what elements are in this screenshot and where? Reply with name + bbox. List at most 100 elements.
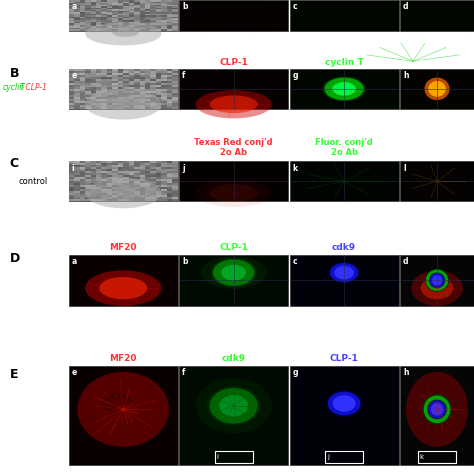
Bar — [101, 73, 107, 75]
Bar — [161, 0, 167, 1]
Bar — [167, 161, 172, 163]
Text: a: a — [72, 2, 77, 11]
Bar — [139, 6, 145, 8]
Bar — [134, 87, 140, 89]
Bar — [118, 69, 123, 71]
Bar — [123, 26, 128, 27]
Ellipse shape — [328, 262, 360, 283]
Bar — [173, 25, 178, 26]
Bar — [107, 12, 112, 14]
Bar — [101, 183, 107, 185]
Bar — [173, 101, 178, 103]
Bar — [85, 14, 91, 15]
Bar — [173, 83, 178, 85]
Bar — [107, 175, 112, 177]
Bar — [128, 73, 134, 75]
Bar — [134, 173, 140, 175]
Bar — [151, 190, 156, 191]
Bar — [167, 29, 172, 31]
Bar — [139, 18, 145, 20]
Bar — [173, 183, 178, 185]
Bar — [151, 175, 156, 177]
Ellipse shape — [325, 78, 364, 100]
Bar — [173, 73, 178, 75]
Bar — [80, 191, 85, 193]
Bar — [151, 93, 156, 95]
Bar — [128, 14, 134, 15]
Bar — [151, 79, 156, 81]
Bar — [134, 101, 140, 103]
Bar — [101, 179, 107, 182]
Bar — [107, 173, 112, 175]
Bar — [123, 20, 128, 22]
Bar — [151, 200, 156, 201]
Bar — [134, 25, 140, 26]
Bar — [173, 15, 178, 17]
Bar — [139, 5, 145, 6]
Bar — [161, 21, 167, 23]
Bar — [85, 71, 91, 73]
Bar — [128, 169, 134, 171]
Bar — [118, 165, 123, 167]
Bar — [96, 163, 101, 165]
Bar — [128, 161, 134, 163]
Ellipse shape — [429, 273, 445, 287]
Ellipse shape — [424, 395, 450, 423]
Bar — [161, 18, 167, 20]
Bar — [69, 23, 74, 25]
Bar — [112, 87, 118, 89]
Bar — [156, 81, 161, 83]
Bar — [112, 97, 118, 99]
Bar — [69, 190, 74, 191]
Ellipse shape — [333, 395, 356, 412]
Bar — [167, 198, 172, 200]
Bar — [145, 71, 151, 73]
Bar — [112, 190, 118, 191]
Bar — [173, 171, 178, 173]
Bar — [139, 163, 145, 165]
Bar — [173, 169, 178, 171]
Bar — [161, 161, 167, 163]
Bar — [134, 183, 140, 185]
Bar — [74, 187, 80, 190]
Bar — [85, 177, 91, 179]
Bar — [156, 169, 161, 171]
Bar — [128, 75, 134, 77]
Bar — [134, 91, 140, 93]
Bar — [161, 81, 167, 83]
Bar — [167, 165, 172, 167]
Bar — [156, 71, 161, 73]
Bar — [145, 175, 151, 177]
Bar — [139, 11, 145, 12]
Bar — [101, 105, 107, 107]
Ellipse shape — [85, 89, 161, 119]
Bar — [139, 97, 145, 99]
Bar — [151, 107, 156, 109]
Bar — [151, 83, 156, 85]
Bar — [173, 167, 178, 169]
Bar — [118, 14, 123, 15]
Bar — [69, 14, 74, 15]
Bar — [96, 91, 101, 93]
Text: DIC: DIC — [115, 58, 132, 67]
Bar — [173, 99, 178, 101]
Bar — [91, 12, 96, 14]
Bar — [151, 163, 156, 165]
Bar — [69, 105, 74, 107]
Bar — [167, 11, 172, 12]
Bar — [139, 3, 145, 5]
Bar — [91, 11, 96, 12]
Bar — [145, 89, 151, 91]
Text: b: b — [182, 2, 188, 11]
Bar — [74, 198, 80, 200]
Bar — [167, 1, 172, 3]
Bar — [173, 18, 178, 20]
Bar — [118, 187, 123, 190]
Bar — [118, 182, 123, 183]
Bar — [167, 12, 172, 14]
Bar — [69, 169, 74, 171]
Bar — [151, 101, 156, 103]
Bar — [156, 107, 161, 109]
Bar — [134, 15, 140, 17]
Bar — [123, 182, 128, 183]
